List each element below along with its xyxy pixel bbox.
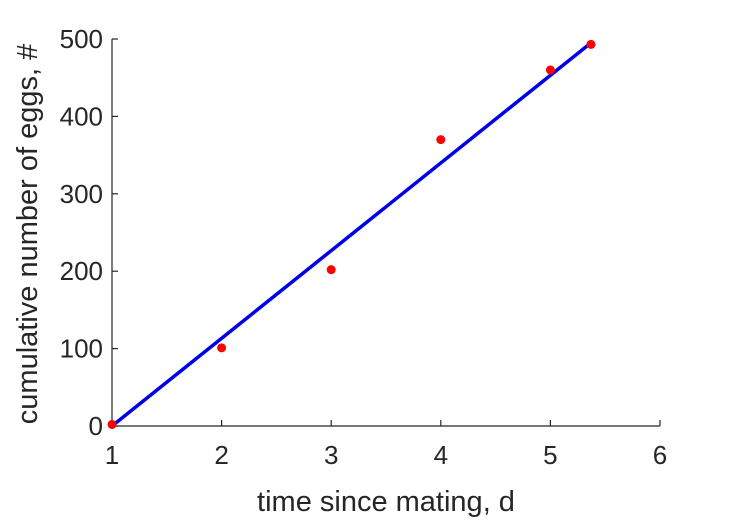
- data-point: [586, 39, 596, 49]
- x-tick-label: 3: [324, 440, 338, 470]
- x-tick-label: 5: [543, 440, 557, 470]
- data-point: [107, 419, 117, 429]
- y-tick-label: 400: [60, 101, 103, 131]
- data-point: [217, 343, 227, 353]
- data-point: [545, 65, 555, 75]
- y-tick-label: 500: [60, 24, 103, 54]
- data-point: [436, 135, 446, 145]
- y-axis-ticks: 0 100 200 300 400 500: [60, 24, 118, 441]
- x-tick-label: 2: [214, 440, 228, 470]
- data-points-series: [107, 39, 596, 429]
- y-axis-label: cumulative number of eggs, #: [12, 44, 44, 424]
- x-tick-label: 6: [653, 440, 667, 470]
- y-tick-label: 300: [60, 179, 103, 209]
- y-tick-label: 100: [60, 334, 103, 364]
- x-axis-ticks: 1 2 3 4 5 6: [105, 420, 667, 470]
- fit-line-series: [110, 41, 593, 428]
- fit-line: [110, 41, 593, 428]
- data-point: [326, 265, 336, 275]
- y-tick-label: 200: [60, 256, 103, 286]
- x-axis-label: time since mating, d: [257, 486, 515, 518]
- x-tick-label: 1: [105, 440, 119, 470]
- y-tick-label: 0: [89, 411, 103, 441]
- axes: [111, 39, 660, 427]
- x-tick-label: 4: [434, 440, 448, 470]
